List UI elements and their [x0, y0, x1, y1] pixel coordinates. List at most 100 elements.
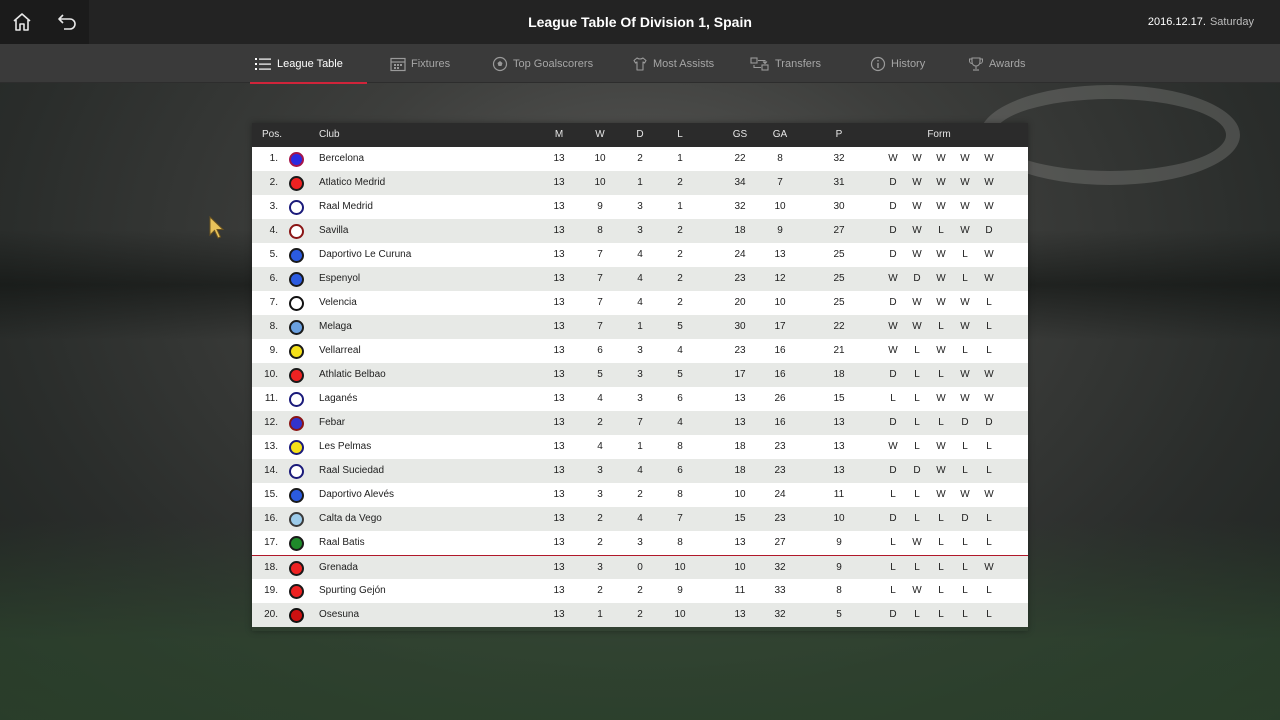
table-row[interactable]: 13. Les Pelmas 13 4 1 8 18 23 13 W L W L L	[252, 435, 1028, 459]
table-body: 1. Bercelona 13 10 2 1 22 8 32 W W W W W 2. Atlatico Me…	[252, 147, 1028, 627]
table-row[interactable]: 3. Raal Medrid 13 9 3 1 32 10 30 D W W W W	[252, 195, 1028, 219]
goals-scored-cell: 13	[734, 537, 746, 548]
tab-top-goalscorers[interactable]: Top Goalscorers	[492, 44, 593, 83]
back-arrow-icon	[57, 14, 76, 30]
losses-cell: 2	[677, 225, 683, 236]
goals-against-cell: 13	[774, 249, 786, 260]
club-name[interactable]: Raal Batis	[319, 537, 365, 548]
header-goals-scored: GS	[732, 129, 748, 140]
form-result: W	[984, 153, 994, 164]
club-name[interactable]: Calta da Vego	[319, 513, 382, 524]
position-cell: 3.	[269, 201, 278, 212]
club-name[interactable]: Laganés	[319, 393, 358, 404]
table-row[interactable]: 2. Atlatico Medrid 13 10 1 2 34 7 31 D W W W W	[252, 171, 1028, 195]
form-result: D	[889, 513, 897, 524]
league-table: Pos. Club M W D L GS GA P Form 1. Bercelo…	[252, 123, 1028, 631]
form-result: L	[890, 489, 896, 500]
club-name[interactable]: Spurting Gejón	[319, 585, 386, 596]
back-button[interactable]	[44, 0, 89, 44]
club-name[interactable]: Grenada	[319, 562, 358, 573]
club-name[interactable]: Daportivo Le Curuna	[319, 249, 412, 260]
wins-cell: 2	[597, 537, 603, 548]
matches-cell: 13	[553, 393, 565, 404]
club-name[interactable]: Velencia	[319, 297, 357, 308]
goals-scored-cell: 23	[734, 345, 746, 356]
losses-cell: 5	[677, 369, 683, 380]
tab-league-table[interactable]: League Table	[250, 44, 367, 84]
goals-against-cell: 16	[774, 345, 786, 356]
form-result: W	[888, 345, 898, 356]
goals-against-cell: 23	[774, 513, 786, 524]
form-result: D	[889, 297, 897, 308]
form-result: D	[889, 465, 897, 476]
form-result: L	[986, 465, 992, 476]
table-row[interactable]: 16. Calta da Vego 13 2 4 7 15 23 10 D L L D L	[252, 507, 1028, 531]
table-row[interactable]: 12. Febar 13 2 7 4 13 16 13 D L L D D	[252, 411, 1028, 435]
table-row[interactable]: 11. Laganés 13 4 3 6 13 26 15 L L W W W	[252, 387, 1028, 411]
losses-cell: 5	[677, 321, 683, 332]
points-cell: 22	[833, 321, 845, 332]
form-result: W	[984, 489, 994, 500]
form-result: L	[914, 489, 920, 500]
table-row[interactable]: 10. Athlatic Belbao 13 5 3 5 17 16 18 D L L W W	[252, 363, 1028, 387]
club-badge-icon	[289, 608, 304, 623]
club-name[interactable]: Atlatico Medrid	[319, 177, 386, 188]
weekday-value: Saturday	[1209, 16, 1254, 28]
club-name[interactable]: Febar	[319, 417, 346, 428]
table-row[interactable]: 5. Daportivo Le Curuna 13 7 4 2 24 13 25 D W W L W	[252, 243, 1028, 267]
club-name[interactable]: Daportivo Alevés	[319, 489, 395, 500]
table-row[interactable]: 20. Osesuna 13 1 2 10 13 32 5 D L L L L	[252, 603, 1028, 627]
top-bar: League Table Of Division 1, Spain 2016.1…	[0, 0, 1280, 44]
club-name[interactable]: Melaga	[319, 321, 352, 332]
club-badge-icon	[289, 224, 304, 239]
position-cell: 2.	[269, 177, 278, 188]
club-name[interactable]: Raal Medrid	[319, 201, 373, 212]
matches-cell: 13	[553, 321, 565, 332]
form-result: W	[984, 369, 994, 380]
tab-transfers[interactable]: Transfers	[750, 44, 821, 83]
goals-scored-cell: 17	[734, 369, 746, 380]
table-row[interactable]: 7. Velencia 13 7 4 2 20 10 25 D W W W L	[252, 291, 1028, 315]
table-row[interactable]: 4. Savilla 13 8 3 2 18 9 27 D W L W D	[252, 219, 1028, 243]
form-result: W	[984, 273, 994, 284]
home-button[interactable]	[0, 0, 44, 44]
club-badge-icon	[289, 248, 304, 263]
matches-cell: 13	[553, 441, 565, 452]
club-name[interactable]: Athlatic Belbao	[319, 369, 386, 380]
club-name[interactable]: Raal Suciedad	[319, 465, 385, 476]
club-name[interactable]: Vellarreal	[319, 345, 361, 356]
tab-most-assists[interactable]: Most Assists	[632, 44, 714, 83]
table-row[interactable]: 19. Spurting Gejón 13 2 2 9 11 33 8 L W L L L	[252, 579, 1028, 603]
table-row[interactable]: 18. Grenada 13 3 0 10 10 32 9 L L L L W	[252, 555, 1028, 579]
club-name[interactable]: Osesuna	[319, 609, 360, 620]
table-row[interactable]: 17. Raal Batis 13 2 3 8 13 27 9 L W L L L	[252, 531, 1028, 555]
losses-cell: 6	[677, 465, 683, 476]
table-row[interactable]: 14. Raal Suciedad 13 3 4 6 18 23 13 D D W L L	[252, 459, 1028, 483]
form-result: D	[889, 177, 897, 188]
date-value: 2016.12.17.	[1147, 16, 1206, 28]
tab-history[interactable]: History	[870, 44, 925, 83]
club-badge-icon	[289, 368, 304, 383]
club-name[interactable]: Les Pelmas	[319, 441, 372, 452]
table-row[interactable]: 15. Daportivo Alevés 13 3 2 8 10 24 11 L L W W W	[252, 483, 1028, 507]
losses-cell: 2	[677, 249, 683, 260]
table-row[interactable]: 6. Espenyol 13 7 4 2 23 12 25 W D W L W	[252, 267, 1028, 291]
draws-cell: 4	[637, 249, 643, 260]
mouse-cursor-icon	[209, 216, 225, 239]
header-pos: Pos.	[262, 129, 283, 140]
tab-awards[interactable]: Awards	[968, 44, 1025, 83]
form-result: W	[936, 201, 946, 212]
table-row[interactable]: 9. Vellarreal 13 6 3 4 23 16 21 W L W L L	[252, 339, 1028, 363]
club-name[interactable]: Espenyol	[319, 273, 361, 284]
club-name[interactable]: Savilla	[319, 225, 349, 236]
draws-cell: 1	[637, 321, 643, 332]
draws-cell: 3	[637, 537, 643, 548]
club-name[interactable]: Bercelona	[319, 153, 365, 164]
table-row[interactable]: 8. Melaga 13 7 1 5 30 17 22 W W L W L	[252, 315, 1028, 339]
table-row[interactable]: 1. Bercelona 13 10 2 1 22 8 32 W W W W W	[252, 147, 1028, 171]
tab-fixtures[interactable]: Fixtures	[390, 44, 450, 83]
form-result: L	[962, 345, 968, 356]
wins-cell: 8	[597, 225, 603, 236]
goals-scored-cell: 20	[734, 297, 746, 308]
header-wins: W	[595, 129, 605, 140]
